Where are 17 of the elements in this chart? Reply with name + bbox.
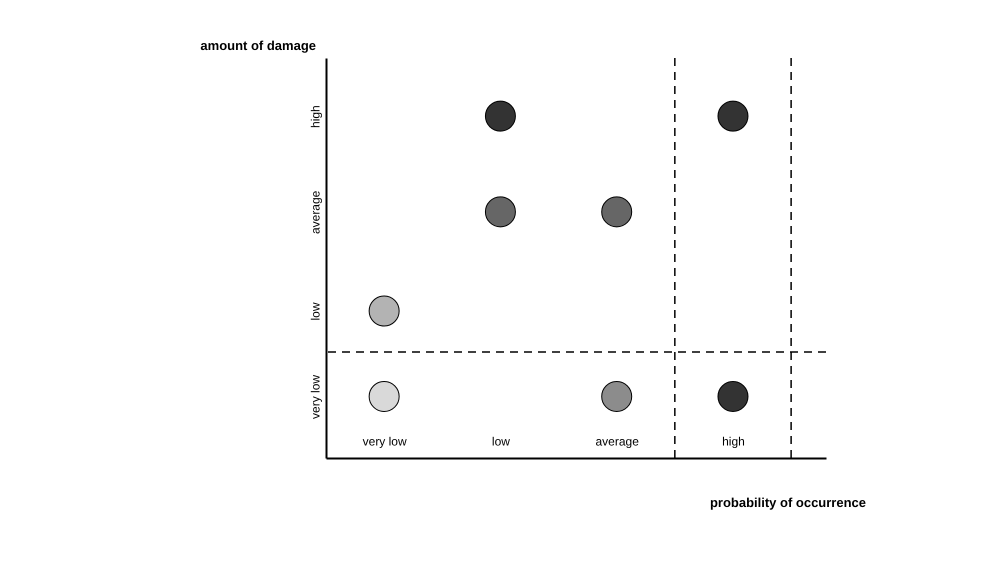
category-label: low — [308, 302, 322, 320]
x-tick-label: average — [596, 434, 640, 448]
category-label: high — [308, 105, 322, 128]
y-axis-title: amount of damage — [200, 38, 316, 53]
x-tick-label: high — [722, 434, 745, 448]
point — [484, 196, 516, 228]
category-label: average — [308, 190, 322, 234]
x-tick-label: low — [492, 434, 510, 448]
x-tick-label: very low — [362, 434, 407, 448]
point — [368, 380, 400, 412]
point — [368, 296, 400, 326]
point — [601, 380, 632, 412]
point — [717, 100, 748, 132]
point — [601, 196, 632, 228]
category-label: very low — [308, 374, 322, 419]
point — [484, 100, 516, 132]
x-axis-title: probability of occurrence — [710, 495, 866, 510]
